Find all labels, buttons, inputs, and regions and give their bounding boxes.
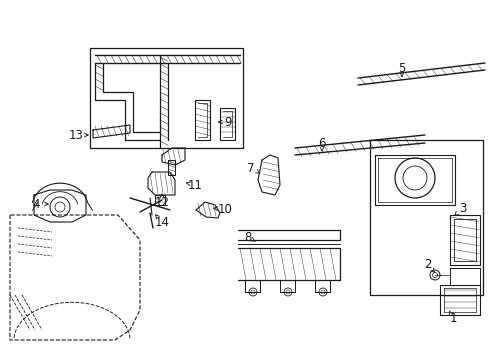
Text: 13: 13 (68, 129, 83, 141)
Text: 7: 7 (247, 162, 254, 175)
Text: 9: 9 (224, 116, 231, 129)
Text: 3: 3 (458, 202, 466, 215)
Text: 2: 2 (424, 258, 431, 271)
Text: 8: 8 (244, 230, 251, 243)
Text: 12: 12 (154, 195, 169, 208)
Text: 1: 1 (448, 311, 456, 324)
Text: 5: 5 (398, 62, 405, 75)
Text: 14: 14 (154, 216, 169, 229)
Text: 4: 4 (32, 198, 40, 211)
Text: 10: 10 (217, 202, 232, 216)
Text: 6: 6 (318, 136, 325, 149)
Text: 11: 11 (187, 179, 202, 192)
